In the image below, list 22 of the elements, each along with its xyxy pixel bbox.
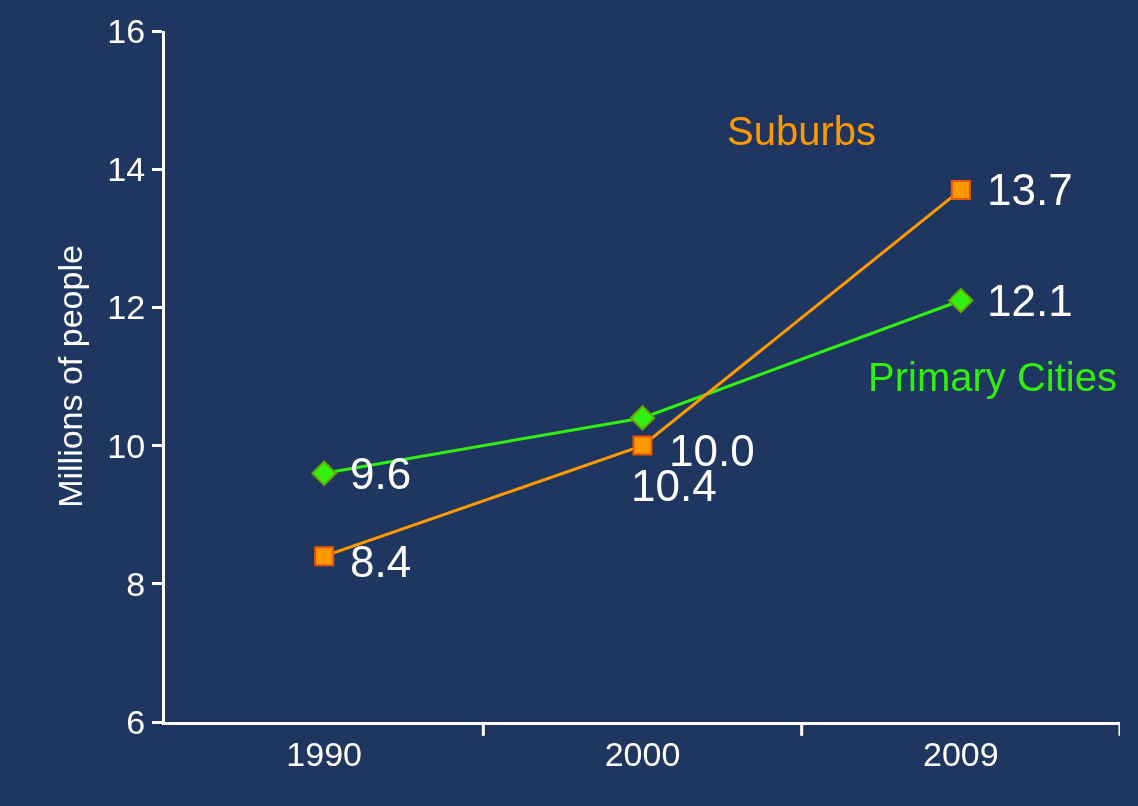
data-label: 12.1 (987, 276, 1073, 325)
series-label: Primary Cities (868, 355, 1117, 399)
y-tick-label: 14 (107, 150, 146, 189)
point (950, 179, 971, 200)
point (311, 460, 337, 486)
x-tick-label: 2000 (604, 734, 681, 773)
data-label: 9.6 (350, 449, 412, 498)
point (629, 405, 656, 431)
y-axis-title: Millions of people (50, 245, 89, 508)
y-tick-label: 6 (126, 702, 146, 741)
y-tick-label: 10 (107, 426, 146, 465)
y-tick-label: 16 (107, 11, 146, 50)
point (632, 435, 653, 456)
point (314, 546, 335, 567)
y-tick-label: 12 (107, 288, 146, 327)
text: Suburbs (727, 109, 876, 153)
point (948, 287, 974, 314)
data-label: 8.4 (350, 537, 412, 586)
data-label: 13.7 (987, 165, 1073, 214)
y-tick-label: 8 (126, 564, 146, 603)
x-tick-label: 1990 (286, 734, 362, 773)
x-tick-label: 2009 (923, 734, 999, 773)
